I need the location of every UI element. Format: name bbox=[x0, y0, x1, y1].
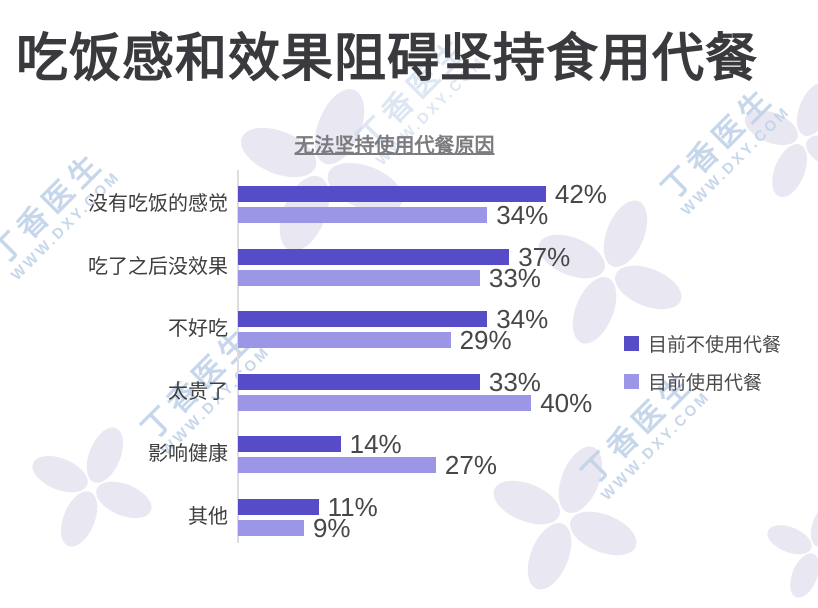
bar-series-2 bbox=[238, 457, 436, 473]
y-axis-line bbox=[237, 170, 239, 543]
legend-item: 目前不使用代餐 bbox=[624, 330, 781, 357]
value-label-series-1: 33% bbox=[488, 366, 541, 397]
bar-series-2 bbox=[238, 207, 488, 223]
value-label-series-1: 14% bbox=[349, 429, 402, 459]
bar-series-1 bbox=[238, 373, 480, 390]
plot-area: 没有吃饭的感觉 42% 34% 吃了之后没效果 37% 33% 不好吃 34% 29% 太贵了 33… bbox=[88, 179, 607, 543]
category-label: 不好吃 bbox=[168, 318, 228, 340]
category-label: 影响健康 bbox=[148, 443, 228, 465]
bar-series-1 bbox=[238, 248, 510, 265]
value-label-series-1: 11% bbox=[327, 491, 378, 522]
value-label-series-2: 33% bbox=[488, 262, 541, 293]
value-label-series-2: 34% bbox=[496, 200, 549, 230]
page-title: 吃饭感和效果阻碍坚持食用代餐 bbox=[16, 30, 759, 88]
bar-series-1 bbox=[238, 498, 319, 515]
category-label: 没有吃饭的感觉 bbox=[88, 193, 228, 215]
category-label: 其他 bbox=[188, 505, 228, 528]
value-label-series-1: 34% bbox=[496, 304, 549, 334]
bar-series-1 bbox=[238, 311, 488, 327]
value-label-series-2: 9% bbox=[312, 512, 351, 543]
bar-series-1 bbox=[238, 436, 341, 452]
bar-series-2 bbox=[238, 394, 532, 411]
legend-item: 目前使用代餐 bbox=[624, 368, 781, 395]
bar-series-2 bbox=[238, 269, 480, 286]
bar-series-2 bbox=[238, 332, 451, 348]
value-label-series-2: 40% bbox=[540, 387, 593, 418]
legend-swatch-icon bbox=[624, 374, 639, 389]
category-label: 太贵了 bbox=[168, 380, 228, 403]
legend-swatch-icon bbox=[624, 336, 639, 351]
bar-series-2 bbox=[238, 519, 304, 536]
chart-legend: 目前不使用代餐 目前使用代餐 bbox=[624, 330, 781, 406]
value-label-series-2: 27% bbox=[444, 450, 497, 480]
infographic: 吃饭感和效果阻碍坚持食用代餐 无法坚持使用代餐原因 没有吃饭的感觉 42% 34% 吃… bbox=[16, 30, 781, 543]
legend-label: 目前使用代餐 bbox=[648, 373, 763, 394]
category-label: 吃了之后没效果 bbox=[88, 255, 228, 278]
value-label-series-1: 42% bbox=[554, 179, 607, 209]
legend-label: 目前不使用代餐 bbox=[648, 335, 782, 356]
value-label-series-2: 29% bbox=[459, 325, 512, 355]
